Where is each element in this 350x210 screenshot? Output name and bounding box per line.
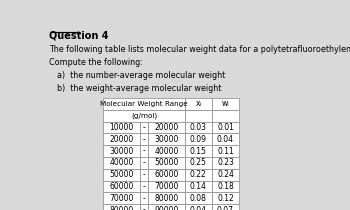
Text: 40000: 40000 [110,158,134,167]
FancyBboxPatch shape [148,204,185,210]
FancyBboxPatch shape [185,204,212,210]
Text: 20000: 20000 [154,123,178,132]
Text: -: - [143,182,146,191]
Text: Compute the following:: Compute the following: [49,58,143,67]
FancyBboxPatch shape [185,98,212,110]
Text: Question 4: Question 4 [49,30,108,40]
Text: 20000: 20000 [110,135,134,144]
Text: 30000: 30000 [110,147,134,156]
FancyBboxPatch shape [140,157,148,169]
Text: 80000: 80000 [110,206,134,210]
Text: (g/mol): (g/mol) [131,112,157,119]
FancyBboxPatch shape [104,181,140,192]
FancyBboxPatch shape [140,204,148,210]
FancyBboxPatch shape [148,133,185,145]
Text: -: - [143,135,146,144]
Text: 40000: 40000 [154,147,179,156]
Text: 90000: 90000 [154,206,179,210]
Text: 0.12: 0.12 [217,194,234,203]
Text: 0.15: 0.15 [190,147,207,156]
Text: -: - [143,206,146,210]
Text: The following table lists molecular weight data for a polytetrafluoroethylene ma: The following table lists molecular weig… [49,45,350,54]
FancyBboxPatch shape [212,122,239,133]
Text: -: - [143,194,146,203]
Text: 30000: 30000 [154,135,179,144]
Text: -: - [143,158,146,167]
FancyBboxPatch shape [140,192,148,204]
Text: 50000: 50000 [154,158,179,167]
Text: 60000: 60000 [110,182,134,191]
Text: 0.14: 0.14 [190,182,207,191]
FancyBboxPatch shape [212,169,239,181]
FancyBboxPatch shape [148,192,185,204]
FancyBboxPatch shape [148,157,185,169]
Text: 0.09: 0.09 [190,135,207,144]
Text: 70000: 70000 [110,194,134,203]
FancyBboxPatch shape [140,145,148,157]
Text: 50000: 50000 [110,170,134,179]
Text: 80000: 80000 [154,194,178,203]
Text: b)  the weight-average molecular weight: b) the weight-average molecular weight [57,84,222,93]
FancyBboxPatch shape [185,181,212,192]
FancyBboxPatch shape [104,110,185,122]
FancyBboxPatch shape [148,169,185,181]
FancyBboxPatch shape [104,192,140,204]
Text: 0.25: 0.25 [190,158,207,167]
Text: a)  the number-average molecular weight: a) the number-average molecular weight [57,71,225,80]
FancyBboxPatch shape [104,157,140,169]
Text: 0.23: 0.23 [217,158,234,167]
FancyBboxPatch shape [104,204,140,210]
FancyBboxPatch shape [185,157,212,169]
Text: 0.18: 0.18 [217,182,234,191]
FancyBboxPatch shape [212,133,239,145]
Text: -: - [143,147,146,156]
Text: 0.03: 0.03 [190,123,207,132]
Text: 0.04: 0.04 [217,135,234,144]
FancyBboxPatch shape [212,181,239,192]
FancyBboxPatch shape [185,122,212,133]
FancyBboxPatch shape [185,169,212,181]
FancyBboxPatch shape [148,145,185,157]
Text: 60000: 60000 [154,170,179,179]
FancyBboxPatch shape [104,122,140,133]
Text: 0.01: 0.01 [217,123,234,132]
FancyBboxPatch shape [104,169,140,181]
FancyBboxPatch shape [212,204,239,210]
FancyBboxPatch shape [140,133,148,145]
Text: 0.11: 0.11 [217,147,234,156]
FancyBboxPatch shape [140,122,148,133]
FancyBboxPatch shape [212,145,239,157]
FancyBboxPatch shape [212,157,239,169]
Text: 0.08: 0.08 [190,194,207,203]
FancyBboxPatch shape [185,110,212,122]
Text: xᵢ: xᵢ [195,99,201,108]
FancyBboxPatch shape [104,145,140,157]
FancyBboxPatch shape [148,181,185,192]
Text: -: - [143,170,146,179]
FancyBboxPatch shape [140,181,148,192]
FancyBboxPatch shape [212,192,239,204]
FancyBboxPatch shape [185,133,212,145]
FancyBboxPatch shape [212,110,239,122]
Text: wᵢ: wᵢ [222,99,229,108]
Text: 0.07: 0.07 [217,206,234,210]
Text: 70000: 70000 [154,182,179,191]
Text: -: - [143,123,146,132]
Text: 0.24: 0.24 [217,170,234,179]
Text: Molecular Weight Range: Molecular Weight Range [100,101,188,107]
FancyBboxPatch shape [148,122,185,133]
FancyBboxPatch shape [104,98,185,110]
Text: 0.22: 0.22 [190,170,207,179]
Text: 10000: 10000 [110,123,134,132]
FancyBboxPatch shape [185,145,212,157]
FancyBboxPatch shape [140,169,148,181]
Text: 0.04: 0.04 [190,206,207,210]
FancyBboxPatch shape [104,133,140,145]
FancyBboxPatch shape [212,98,239,110]
FancyBboxPatch shape [185,192,212,204]
